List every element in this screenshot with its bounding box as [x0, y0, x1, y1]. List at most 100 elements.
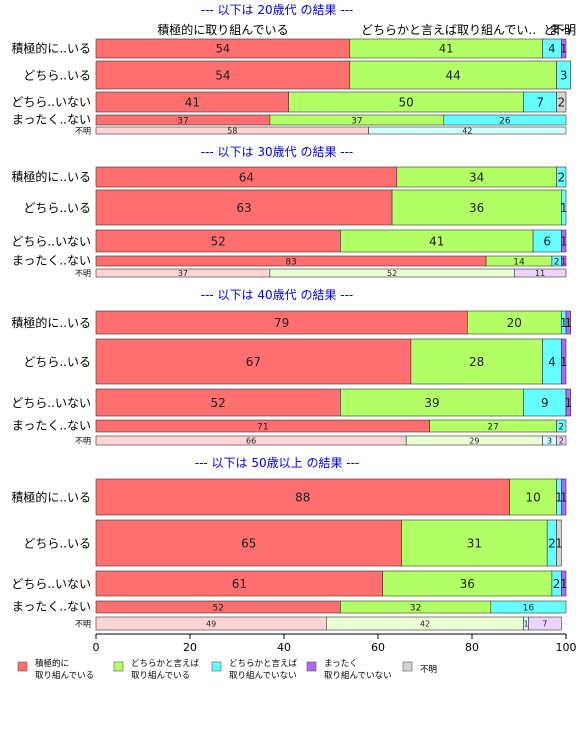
- bar-segment: [560, 478, 567, 516]
- row-label: どちら..いない: [11, 95, 91, 109]
- data-label: 2: [557, 170, 565, 184]
- row-label: 不明: [75, 437, 91, 446]
- legend-label: まったく: [324, 659, 358, 669]
- x-tick-label: 80: [465, 641, 479, 654]
- data-label: 1: [560, 490, 568, 504]
- panel-title: --- 以下は 30歳代 の結果 ---: [201, 145, 354, 159]
- bar-segment: [560, 38, 567, 59]
- data-label: 71: [257, 422, 268, 432]
- data-label: 32: [410, 603, 421, 613]
- panel-title: --- 以下は 20歳代 の結果 ---: [201, 3, 354, 17]
- data-label: 52: [211, 396, 226, 410]
- row-label: どちら..いない: [11, 235, 91, 249]
- row-label: 積極的に..いる: [11, 490, 91, 505]
- bar-segment: [565, 388, 571, 417]
- data-label: 2: [553, 577, 561, 591]
- data-label: 1: [555, 490, 563, 504]
- data-label: 41: [439, 42, 454, 56]
- data-label: 34: [469, 170, 484, 184]
- bar-segment: [340, 388, 524, 417]
- data-label: 29: [469, 436, 479, 445]
- panel-title: --- 以下は 50歳以上 の結果 ---: [195, 456, 360, 470]
- data-label: 37: [177, 116, 188, 126]
- data-label: 28: [469, 355, 484, 369]
- data-label: 83: [285, 257, 296, 267]
- data-label: 11: [535, 269, 545, 278]
- legend-label: 取り組んでいる: [35, 670, 94, 681]
- data-label: 2: [554, 257, 560, 267]
- data-label: 3: [547, 436, 552, 445]
- row-label: まったく..ない: [12, 253, 91, 267]
- top-header-label: どちらかと言えば取り組んでい..: [361, 23, 536, 37]
- data-label: 7: [536, 95, 544, 109]
- data-label: 4: [548, 355, 556, 369]
- data-label: 41: [429, 234, 444, 248]
- row-label: まったく..ない: [12, 599, 91, 613]
- panel-title: --- 以下は 40歳代 の結果 ---: [201, 288, 354, 302]
- bar-segment: [410, 338, 543, 385]
- data-label: 1: [560, 577, 568, 591]
- data-label: 1: [565, 396, 573, 410]
- data-label: 52: [387, 269, 397, 278]
- top-header-label: 不明: [552, 23, 576, 37]
- data-label: 64: [239, 170, 254, 184]
- bar-segment: [95, 519, 402, 567]
- data-label: 2: [559, 436, 564, 445]
- data-label: 31: [467, 536, 482, 550]
- row-label: まったく..ない: [12, 112, 91, 126]
- legend-label: どちらかと言えば: [229, 658, 298, 669]
- bar-segment: [560, 189, 567, 226]
- row-label: どちら..いる: [23, 69, 91, 83]
- legend-label: どちらかと言えば: [131, 658, 200, 669]
- bar-segment: [490, 600, 567, 614]
- legend-label: 不明: [420, 665, 437, 675]
- data-label: 66: [246, 436, 256, 445]
- data-label: 4: [548, 42, 555, 56]
- legend-label: 取り組んでいる: [131, 670, 190, 681]
- bar-segment: [523, 388, 567, 417]
- data-label: 1: [524, 619, 529, 628]
- row-label: どちら..いない: [11, 577, 91, 591]
- legend-swatch: [402, 661, 413, 672]
- legend-swatch: [211, 661, 222, 672]
- data-label: 49: [206, 619, 216, 628]
- data-label: 44: [446, 68, 461, 82]
- bar-segment: [556, 60, 571, 90]
- bar-segment: [556, 91, 567, 113]
- data-label: 88: [295, 490, 310, 504]
- legend-label: 取り組んでいない: [229, 670, 297, 681]
- bar-segment: [368, 126, 567, 135]
- top-header-label: 積極的に取り組んでいる: [157, 22, 288, 37]
- row-label: 積極的に..いる: [11, 315, 91, 330]
- data-label: 58: [227, 126, 237, 135]
- data-label: 36: [469, 201, 484, 215]
- data-label: 41: [185, 95, 200, 109]
- legend-swatch: [113, 661, 124, 672]
- data-label: 16: [523, 603, 535, 613]
- row-label: どちら..いる: [23, 537, 91, 551]
- bar-segment: [509, 478, 557, 516]
- data-label: 65: [241, 536, 256, 550]
- row-label: どちら..いる: [23, 355, 91, 369]
- row-label: 不明: [75, 127, 91, 136]
- data-label: 10: [525, 490, 540, 504]
- legend-label: 積極的に: [35, 658, 69, 669]
- data-label: 26: [499, 116, 511, 126]
- data-label: 9: [541, 396, 549, 410]
- row-label: まったく..ない: [12, 418, 91, 432]
- top-header-label: ど: [544, 23, 556, 37]
- data-label: 6: [543, 234, 551, 248]
- data-label: 3: [560, 68, 568, 82]
- row-label: 積極的に..いる: [11, 40, 91, 55]
- legend-label: 取り組んでいない: [324, 670, 392, 681]
- data-label: 61: [232, 577, 247, 591]
- bar-segment: [556, 435, 567, 446]
- x-tick-label: 0: [93, 641, 100, 654]
- bar-segment: [95, 478, 510, 516]
- data-label: 52: [212, 603, 223, 613]
- data-label: 79: [274, 316, 289, 330]
- bar-segment: [556, 419, 567, 433]
- top-header-label: まっ: [549, 23, 573, 37]
- row-label: どちら..いない: [11, 396, 91, 410]
